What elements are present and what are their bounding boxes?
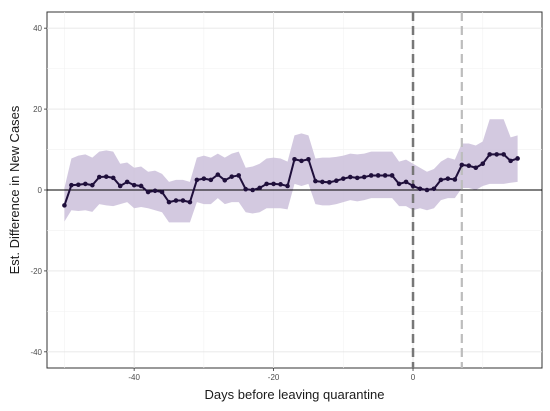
data-point: [306, 156, 311, 162]
data-point: [382, 173, 388, 178]
data-point: [236, 173, 242, 178]
data-point: [208, 177, 214, 183]
y-axis-title: Est. Difference in New Cases: [7, 105, 22, 274]
y-tick-label: -40: [30, 348, 42, 357]
data-point: [445, 176, 451, 181]
data-point: [243, 186, 248, 192]
data-point: [138, 183, 144, 189]
data-point: [173, 198, 179, 203]
data-point: [83, 181, 88, 187]
data-point: [110, 175, 116, 181]
y-tick-label: 20: [33, 105, 42, 114]
data-point: [166, 199, 172, 205]
data-point: [508, 158, 513, 164]
data-point: [501, 152, 506, 157]
data-point: [459, 162, 465, 168]
x-axis-ticks: -40 -20 0: [128, 368, 416, 382]
y-tick-label: -20: [30, 267, 42, 276]
data-point: [76, 182, 81, 188]
data-point: [347, 174, 353, 180]
data-point: [452, 177, 458, 182]
data-point: [201, 176, 207, 181]
data-point: [487, 152, 493, 157]
data-point: [264, 181, 269, 187]
data-point: [131, 182, 137, 188]
data-point: [145, 189, 151, 195]
data-point: [180, 198, 186, 203]
data-point: [334, 178, 339, 183]
series-points: [62, 152, 520, 208]
data-point: [320, 179, 325, 185]
data-point: [396, 181, 402, 187]
y-tick-label: 40: [33, 24, 42, 33]
data-point: [431, 186, 437, 192]
data-point: [194, 177, 200, 183]
x-tick-label: -20: [268, 373, 280, 382]
data-point: [62, 203, 67, 208]
data-point: [410, 183, 416, 189]
data-point: [473, 165, 479, 171]
data-point: [403, 179, 409, 185]
data-point: [229, 174, 235, 179]
data-point: [480, 161, 486, 167]
y-axis-ticks: -40 -20 0 20 40: [30, 24, 47, 357]
x-axis-title: Days before leaving quarantine: [205, 387, 385, 402]
data-point: [90, 182, 95, 188]
data-point: [354, 175, 360, 181]
data-point: [278, 182, 283, 187]
data-point: [222, 177, 228, 183]
data-point: [117, 183, 123, 189]
data-point: [285, 183, 290, 189]
data-point: [250, 187, 255, 193]
data-point: [494, 152, 499, 157]
data-point: [424, 187, 430, 193]
data-point: [417, 186, 423, 192]
data-point: [515, 156, 520, 161]
data-point: [313, 178, 318, 184]
data-point: [69, 182, 74, 188]
data-point: [299, 158, 304, 164]
data-point: [368, 173, 374, 178]
data-point: [271, 181, 276, 187]
data-point: [292, 156, 297, 162]
x-tick-label: -40: [128, 373, 140, 382]
data-point: [361, 174, 367, 180]
data-point: [466, 163, 472, 169]
data-point: [159, 189, 165, 195]
data-point: [96, 174, 102, 180]
data-point: [103, 174, 109, 179]
x-tick-label: 0: [411, 373, 416, 382]
data-point: [152, 188, 158, 194]
data-point: [257, 185, 262, 191]
data-point: [187, 199, 193, 205]
y-tick-label: 0: [38, 186, 43, 195]
data-point: [327, 180, 332, 185]
data-point: [375, 173, 381, 178]
data-point: [341, 176, 346, 181]
data-point: [124, 179, 130, 185]
data-point: [438, 177, 444, 183]
data-point: [389, 173, 395, 178]
data-point: [215, 172, 221, 177]
